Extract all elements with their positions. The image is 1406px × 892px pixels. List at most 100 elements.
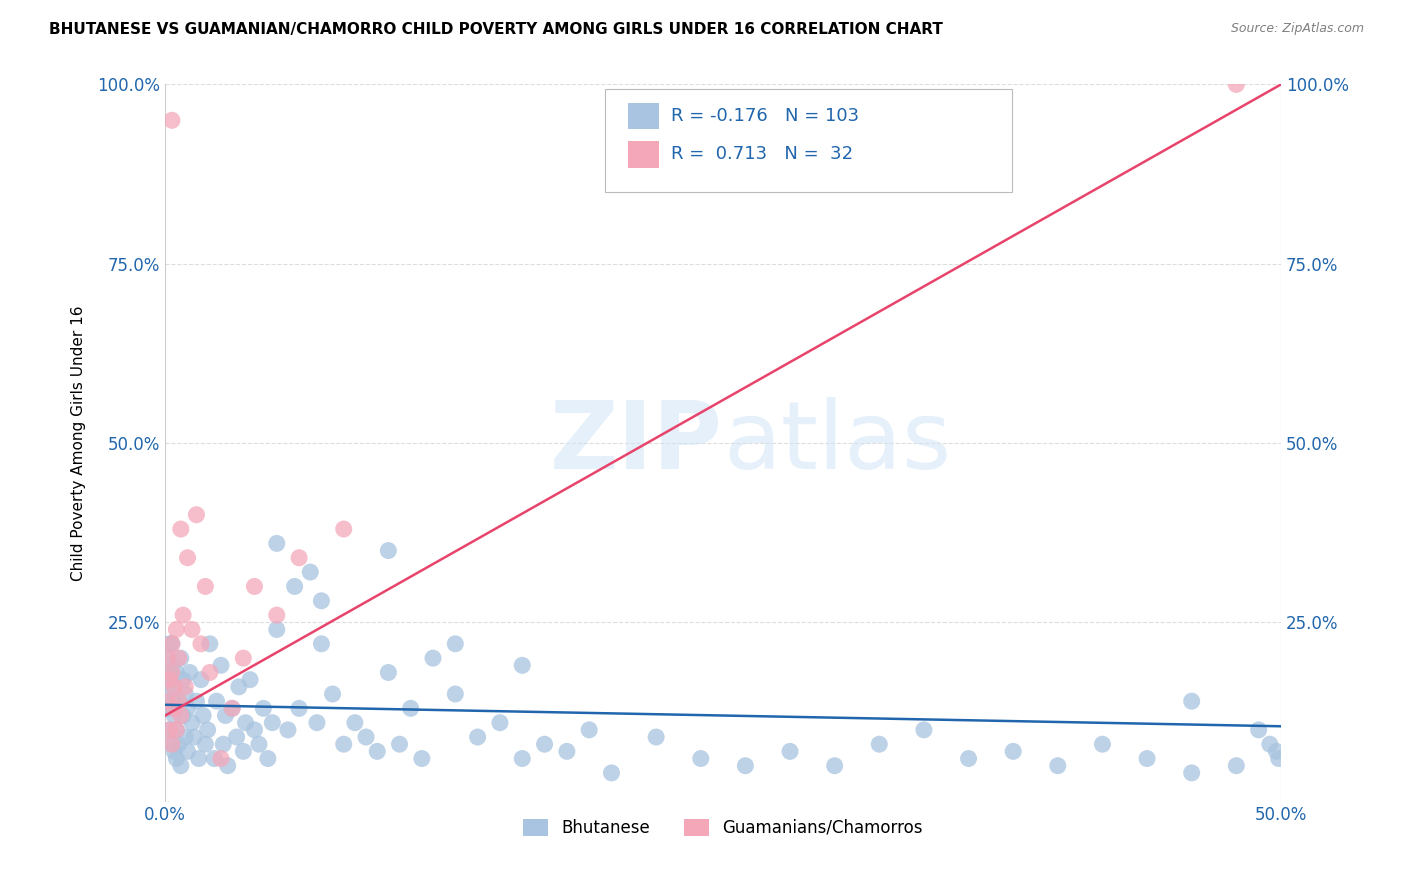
- Point: [155, 694, 177, 708]
- Point: [176, 744, 198, 758]
- Point: [288, 550, 311, 565]
- Point: [247, 737, 270, 751]
- Point: [332, 522, 354, 536]
- Point: [214, 708, 236, 723]
- Point: [159, 723, 181, 737]
- Point: [205, 694, 228, 708]
- Point: [444, 687, 467, 701]
- Point: [377, 543, 399, 558]
- Point: [183, 730, 205, 744]
- Point: [157, 701, 180, 715]
- Point: [179, 665, 201, 680]
- Point: [366, 744, 388, 758]
- Point: [170, 708, 193, 723]
- Point: [163, 680, 186, 694]
- Point: [160, 665, 183, 680]
- Point: [1002, 744, 1025, 758]
- Point: [243, 579, 266, 593]
- Point: [163, 701, 186, 715]
- Point: [181, 623, 204, 637]
- Point: [221, 701, 243, 715]
- Point: [467, 730, 489, 744]
- Point: [343, 715, 366, 730]
- Point: [160, 113, 183, 128]
- Point: [159, 665, 181, 680]
- Point: [510, 658, 533, 673]
- Point: [228, 680, 250, 694]
- Point: [198, 665, 221, 680]
- Point: [257, 751, 280, 765]
- Point: [377, 665, 399, 680]
- Point: [186, 508, 208, 522]
- Point: [734, 758, 756, 772]
- Point: [354, 730, 377, 744]
- Point: [1181, 765, 1204, 780]
- Point: [311, 594, 333, 608]
- Point: [165, 723, 187, 737]
- Point: [190, 637, 212, 651]
- Point: [172, 708, 194, 723]
- Point: [170, 522, 193, 536]
- Point: [165, 751, 187, 765]
- Point: [172, 608, 194, 623]
- Point: [266, 623, 288, 637]
- Point: [444, 637, 467, 651]
- Point: [165, 723, 187, 737]
- Point: [159, 673, 181, 687]
- Point: [160, 637, 183, 651]
- Point: [174, 680, 197, 694]
- Point: [824, 758, 846, 772]
- Point: [170, 758, 193, 772]
- Point: [1267, 751, 1289, 765]
- Point: [172, 673, 194, 687]
- Point: [288, 701, 311, 715]
- Point: [912, 723, 935, 737]
- Point: [510, 751, 533, 765]
- Point: [221, 701, 243, 715]
- Point: [198, 637, 221, 651]
- Point: [411, 751, 433, 765]
- Point: [170, 651, 193, 665]
- Point: [187, 751, 209, 765]
- Text: atlas: atlas: [723, 397, 952, 489]
- Point: [209, 658, 232, 673]
- Point: [174, 730, 197, 744]
- Point: [225, 730, 247, 744]
- Point: [262, 715, 284, 730]
- Point: [305, 715, 328, 730]
- Point: [868, 737, 890, 751]
- Point: [600, 765, 623, 780]
- Point: [299, 565, 322, 579]
- Point: [1136, 751, 1159, 765]
- Point: [1225, 758, 1247, 772]
- Point: [232, 651, 254, 665]
- Point: [311, 637, 333, 651]
- Point: [284, 579, 307, 593]
- Point: [163, 680, 186, 694]
- Point: [277, 723, 299, 737]
- Point: [645, 730, 668, 744]
- Text: ZIP: ZIP: [550, 397, 723, 489]
- Point: [156, 694, 179, 708]
- Point: [167, 694, 190, 708]
- Point: [160, 658, 183, 673]
- Point: [176, 701, 198, 715]
- Point: [167, 651, 190, 665]
- Point: [957, 751, 980, 765]
- Point: [159, 723, 181, 737]
- Point: [156, 651, 179, 665]
- Point: [1265, 744, 1288, 758]
- Point: [578, 723, 600, 737]
- Point: [181, 715, 204, 730]
- Point: [422, 651, 444, 665]
- Point: [202, 751, 225, 765]
- Point: [332, 737, 354, 751]
- Point: [217, 758, 239, 772]
- Point: [1225, 78, 1247, 92]
- Point: [1258, 737, 1281, 751]
- Point: [322, 687, 344, 701]
- Point: [160, 694, 183, 708]
- Point: [176, 550, 198, 565]
- Point: [190, 673, 212, 687]
- Point: [235, 715, 257, 730]
